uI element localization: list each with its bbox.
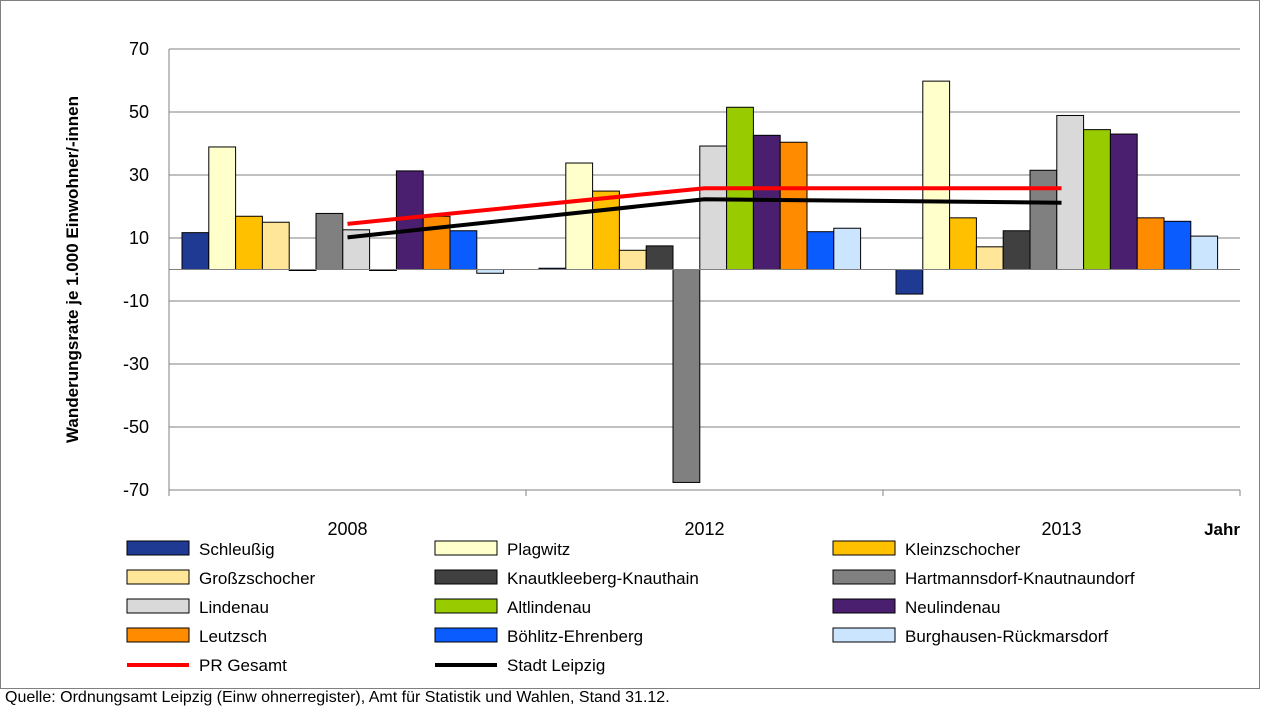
y-tick-label: 10	[129, 228, 149, 248]
bar	[1136, 217, 1165, 270]
legend-swatch	[434, 627, 498, 643]
bar	[1029, 169, 1058, 270]
x-tick-label: 2012	[684, 519, 724, 539]
legend-label: Böhlitz-Ehrenberg	[507, 627, 643, 646]
bar	[181, 232, 210, 271]
legend-label: Neulindenau	[905, 598, 1000, 617]
legend-swatch	[126, 627, 190, 643]
bar	[1190, 235, 1219, 270]
bar	[618, 249, 647, 271]
y-tick-label: -70	[123, 480, 149, 500]
legend-label: Leutzsch	[199, 627, 267, 646]
legend-label: Burghausen-Rückmarsdorf	[905, 627, 1108, 646]
bar	[806, 231, 835, 270]
chart-frame	[0, 0, 1260, 689]
bar	[922, 80, 951, 270]
series-line	[347, 186, 1062, 226]
legend-swatch	[832, 598, 896, 614]
bar	[261, 221, 290, 270]
bar	[779, 141, 808, 271]
bar	[833, 227, 862, 270]
legend-swatch	[832, 569, 896, 585]
legend-swatch	[832, 627, 896, 643]
bar	[592, 190, 620, 270]
legend-label: Lindenau	[199, 598, 269, 617]
bar	[1056, 114, 1085, 270]
y-tick-label: 30	[129, 165, 149, 185]
y-tick-label: 70	[129, 39, 149, 59]
legend-swatch	[832, 540, 896, 556]
legend-label: Plagwitz	[507, 540, 570, 559]
bar	[315, 212, 344, 270]
x-axis-label: Jahr	[1204, 520, 1240, 539]
legend-label: Knautkleeberg-Knauthain	[507, 569, 699, 588]
legend-swatch	[434, 569, 498, 585]
legend-swatch	[434, 540, 498, 556]
legend-label: PR Gesamt	[199, 656, 287, 675]
legend-label: Hartmannsdorf-Knautnaundorf	[905, 569, 1135, 588]
bar	[449, 230, 478, 271]
legend-swatch	[126, 540, 190, 556]
bar	[565, 162, 594, 270]
y-tick-label: 50	[129, 102, 149, 122]
legend-label: Stadt Leipzig	[507, 656, 605, 675]
y-axis-label: Wanderungsrate je 1.000 Einwohner/-innen	[63, 96, 82, 443]
bar	[235, 215, 263, 270]
series-line	[347, 197, 1062, 240]
bar	[476, 269, 505, 274]
bar	[752, 134, 781, 270]
bar	[975, 246, 1004, 271]
chart: 70 50 30 10 -10 -30 -50 -70 2008 2012 2013 Jahr Wand…	[63, 39, 1241, 675]
bar	[699, 145, 728, 271]
bar	[1109, 133, 1138, 270]
bar	[672, 269, 701, 483]
legend-swatch	[126, 598, 190, 614]
bar	[895, 269, 924, 295]
legend-label: Kleinzschocher	[905, 540, 1021, 559]
bar	[949, 217, 977, 270]
bar	[1163, 220, 1192, 270]
legend-label: Altlindenau	[507, 598, 591, 617]
x-tick-label: 2008	[327, 519, 367, 539]
y-tick-label: -10	[123, 291, 149, 311]
source-note: Quelle: Ordnungsamt Leipzig (Einw ohnerr…	[5, 689, 670, 706]
bar	[422, 215, 451, 270]
legend-swatch	[126, 569, 190, 585]
bar	[645, 245, 674, 270]
y-tick-label: -30	[123, 354, 149, 374]
legend-swatch	[434, 598, 498, 614]
bar	[1083, 129, 1111, 270]
legend-label: Schleußig	[199, 540, 275, 559]
legend-label: Großzschocher	[199, 569, 316, 588]
bar	[1002, 230, 1031, 271]
bar	[208, 146, 237, 270]
y-tick-label: -50	[123, 417, 149, 437]
x-tick-label: 2013	[1041, 519, 1081, 539]
